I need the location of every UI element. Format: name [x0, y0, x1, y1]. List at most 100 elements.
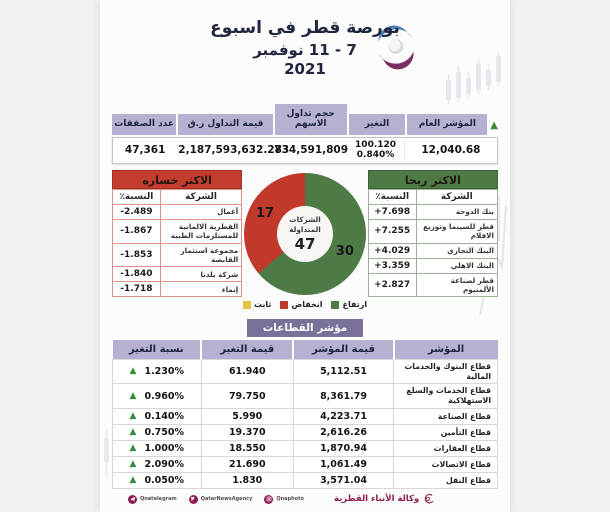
sector-name: قطاع النقل: [393, 471, 498, 489]
legend-swatch: [242, 300, 251, 309]
change-percent: +3.359: [367, 257, 417, 274]
volume-value: 734,591,809: [274, 144, 349, 157]
company-name: القطرية الالمانية للمستلزمات الطبية: [159, 219, 243, 244]
sector-index-value: 1,870.94: [292, 439, 395, 457]
sector-change-pct-header: نسبة التغير: [112, 340, 203, 360]
volume-header: حجم تداول الاسهم: [274, 104, 347, 135]
donut-center-value: 47: [294, 234, 316, 253]
losers-company-header: الشركة: [159, 189, 243, 205]
qna-agency-name: وكالة الأنباء القطرية: [333, 494, 420, 504]
sector-name: قطاع العقارات: [393, 439, 498, 457]
sector-change-inner: ▲ 0.750%: [115, 427, 199, 438]
date-line: 7 - 11 نوفمبر: [253, 41, 357, 59]
sector-index-value: 1,061.49: [292, 455, 395, 473]
social-telegram: Qnatelegram: [128, 494, 177, 504]
sector-change-cell: ▲ 2.090%: [112, 455, 202, 473]
instagram-icon: [264, 494, 274, 504]
trades-header: عدد الصفقات: [111, 114, 177, 135]
legend-item: ثابت: [242, 300, 272, 309]
sector-row: قطاع الاتصالات 1,061.49 21.690 ▲ 2.090%: [112, 455, 498, 473]
donut-column: الشركات المتداولة 47 30 17 ارتفاع انخفاض ثا…: [242, 170, 368, 318]
summary-headers: ▲ المؤشر العام التغير حجم تداول الاسهم ق…: [111, 104, 498, 135]
social-handle: QatarNewsAgency: [200, 496, 253, 502]
sector-change-value: 19.370: [200, 423, 294, 441]
change-percent: -1.853: [112, 242, 161, 268]
donut-center-label: الشركات المتداولة: [289, 215, 321, 234]
change-points: 100.120: [355, 139, 397, 150]
sector-index-value: 4,223.71: [292, 407, 395, 425]
year: 2021: [284, 60, 326, 78]
table-row: مجموعة استثمار القابضة -1.853: [112, 242, 243, 268]
table-row: قطر لصناعة الألمنيوم +2.827: [367, 272, 499, 298]
general-index-label: المؤشر العام: [407, 114, 488, 135]
sectors-section: المؤشر قيمة المؤشر قيمة التغير نسبة التغ…: [112, 340, 498, 489]
sector-name: قطاع الاتصالات: [393, 455, 498, 473]
social-handle: Qnaphoto: [276, 496, 304, 502]
sectors-table: المؤشر قيمة المؤشر قيمة التغير نسبة التغ…: [112, 340, 498, 489]
sector-index-value: 8,361.79: [292, 383, 395, 409]
legend-label: ثابت: [253, 300, 272, 309]
page-title: بورصة قطر في اسبوع: [210, 18, 400, 38]
top-losers-panel: الاكثر خساره الشركة النسبة٪ أعمال -2.489 ا…: [112, 170, 243, 318]
sector-change-inner: ▲ 0.050%: [115, 475, 199, 486]
footer: Qnatelegram QatarNewsAgency Qnaphoto وكا…: [128, 491, 498, 507]
up-triangle-icon: ▲: [129, 442, 137, 453]
donut-legend: ارتفاع انخفاض ثابت: [242, 300, 368, 309]
sector-row: قطاع الخدمات والسلع الاستهلاكية 8,361.79 7…: [112, 383, 498, 409]
sector-change-pct: 1.230%: [144, 366, 185, 378]
traded-companies-donut-chart: الشركات المتداولة 47 30 17: [244, 173, 366, 295]
social-handle: Qnatelegram: [140, 496, 177, 502]
up-triangle-icon: ▲: [129, 390, 137, 401]
company-name: قطر لصناعة الألمنيوم: [415, 272, 499, 298]
legend-swatch: [280, 300, 289, 309]
sector-change-cell: ▲ 1.000%: [112, 439, 202, 457]
sector-row: قطاع العقارات 1,870.94 18.550 ▲ 1.000%: [112, 439, 498, 457]
company-name: شركة بلدنا: [159, 266, 243, 283]
legend-label: ارتفاع: [342, 300, 368, 309]
value-header: قيمة التداول ر.ق: [178, 114, 273, 135]
legend-swatch: [331, 300, 340, 309]
table-row: إنماء -1.718: [112, 281, 243, 298]
sector-change-cell: ▲ 1.230%: [112, 358, 202, 385]
company-name: البنك الاهلي: [415, 257, 499, 274]
sector-name: قطاع الخدمات والسلع الاستهلاكية: [393, 383, 498, 409]
sector-change-value-header: قيمة التغير: [200, 340, 295, 360]
sector-change-cell: ▲ 0.750%: [112, 423, 202, 441]
sector-change-pct: 0.750%: [144, 426, 185, 438]
sector-name: قطاع البنوك والخدمات المالية: [393, 358, 498, 385]
sector-change-inner: ▲ 1.230%: [115, 366, 199, 377]
sector-change-value: 79.750: [200, 383, 294, 409]
social-twitter: QatarNewsAgency: [188, 494, 253, 504]
company-name: بنك الدوحة: [415, 204, 499, 220]
company-name: إنماء: [159, 281, 243, 298]
change-percent: +4.029: [367, 242, 417, 259]
sector-name: قطاع التأمين: [393, 423, 498, 441]
up-triangle-icon: ▲: [129, 474, 137, 485]
general-index-header: ▲ المؤشر العام: [407, 114, 498, 135]
infographic-card: بورصة قطر في اسبوع 7 - 11 نوفمبر 2021 ▲ …: [100, 0, 510, 512]
company-name: مجموعة استثمار القابضة: [159, 242, 243, 268]
table-row: شركة بلدنا -1.840: [112, 266, 243, 283]
change-percent: +2.827: [367, 272, 417, 298]
sector-index-header: قيمة المؤشر: [292, 340, 395, 360]
legend-item: انخفاض: [280, 300, 322, 309]
gainers-pct-header: النسبة٪: [367, 189, 417, 205]
sector-row: قطاع البنوك والخدمات المالية 5,112.51 61.9…: [112, 358, 498, 385]
sector-index-value: 2,616.26: [292, 423, 395, 441]
sector-change-value: 18.550: [200, 439, 294, 457]
sector-change-cell: ▲ 0.960%: [112, 383, 202, 409]
up-triangle-icon: ▲: [129, 458, 137, 469]
sector-change-value: 5.990: [200, 407, 294, 425]
change-percent: +7.255: [367, 219, 417, 244]
change-percent: -1.718: [112, 281, 161, 298]
top-gainers-title: الاكثر ربحا: [367, 170, 498, 189]
company-name: أعمال: [159, 204, 243, 220]
value-traded: 2,187,593,632.283: [178, 144, 290, 157]
sector-change-pct: 0.960%: [144, 390, 185, 402]
legend-item: ارتفاع: [331, 300, 367, 309]
up-triangle-icon: ▲: [490, 119, 498, 131]
sector-change-cell: ▲ 0.140%: [112, 407, 202, 425]
top-losers-table: الشركة النسبة٪ أعمال -2.489 القطرية الالما…: [112, 189, 243, 298]
sectors-badge: مؤشر القطاعات: [246, 319, 364, 337]
change-percent: -1.840: [112, 266, 161, 283]
